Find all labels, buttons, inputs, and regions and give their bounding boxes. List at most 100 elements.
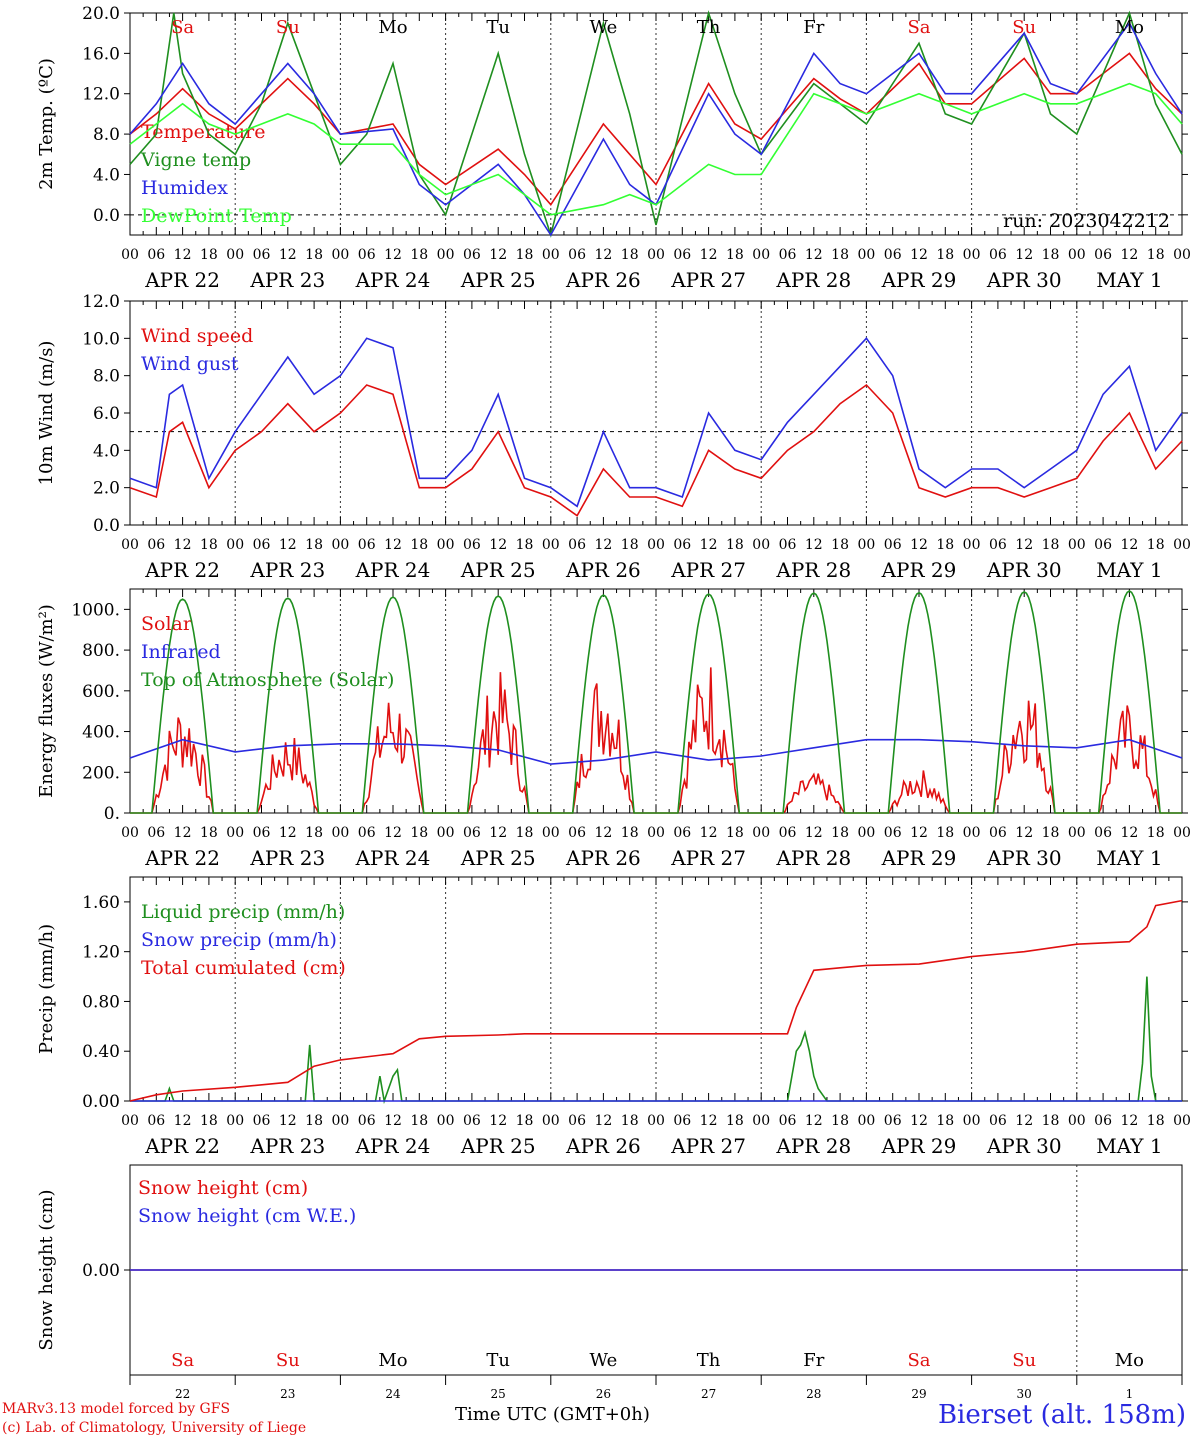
hour-label: 18 xyxy=(831,1113,849,1129)
day-name: Sa xyxy=(171,17,194,38)
hour-label: 18 xyxy=(726,1113,744,1129)
hour-label: 18 xyxy=(1147,1113,1165,1129)
hour-label: 12 xyxy=(1015,825,1033,841)
legend-label: DewPoint Temp xyxy=(141,205,292,227)
day-name: We xyxy=(590,17,618,38)
hour-label: 12 xyxy=(594,247,612,263)
date-label: APR 23 xyxy=(249,846,325,870)
hour-label: 00 xyxy=(1068,247,1086,263)
day-number: 28 xyxy=(806,1387,821,1401)
hour-label: 18 xyxy=(726,247,744,263)
hour-label: 12 xyxy=(489,537,507,553)
hour-label: 18 xyxy=(621,1113,639,1129)
hour-label: 06 xyxy=(1094,247,1112,263)
hour-label: 18 xyxy=(410,247,428,263)
hour-label: 00 xyxy=(1173,825,1191,841)
hour-label: 18 xyxy=(621,247,639,263)
series-line xyxy=(129,337,1183,508)
hour-label: 18 xyxy=(200,1113,218,1129)
hour-label: 12 xyxy=(700,247,718,263)
day-name: Su xyxy=(276,1350,300,1371)
hour-label: 00 xyxy=(857,537,875,553)
hour-label: 00 xyxy=(121,825,139,841)
hour-label: 12 xyxy=(384,247,402,263)
model-credit: MARv3.13 model forced by GFS xyxy=(2,1401,231,1417)
legend-label: Solar xyxy=(141,613,193,635)
hour-label: 12 xyxy=(174,1113,192,1129)
hour-label: 00 xyxy=(331,1113,349,1129)
hour-label: 12 xyxy=(489,247,507,263)
day-number: 22 xyxy=(175,1387,190,1401)
hour-label: 12 xyxy=(910,537,928,553)
hour-label: 00 xyxy=(647,537,665,553)
day-name: Mo xyxy=(378,1350,407,1371)
hour-label: 00 xyxy=(121,537,139,553)
day-number: 27 xyxy=(701,1387,716,1401)
hour-label: 18 xyxy=(936,247,954,263)
day-name: Fr xyxy=(803,1350,824,1371)
hour-label: 18 xyxy=(305,825,323,841)
hour-label: 18 xyxy=(305,1113,323,1129)
date-label: APR 24 xyxy=(355,846,431,870)
hour-label: 06 xyxy=(673,1113,691,1129)
hour-label: 12 xyxy=(1015,537,1033,553)
hour-label: 12 xyxy=(594,537,612,553)
legend-label: Humidex xyxy=(141,177,228,199)
y-tick-label: 0. xyxy=(104,804,120,824)
date-label: APR 30 xyxy=(986,558,1062,582)
hour-label: 06 xyxy=(253,825,271,841)
y-tick-label: 20.0 xyxy=(82,4,120,24)
hour-label: 12 xyxy=(700,1113,718,1129)
y-tick-label: 0.00 xyxy=(82,1092,120,1112)
hour-label: 00 xyxy=(1173,1113,1191,1129)
hour-label: 12 xyxy=(805,825,823,841)
y-tick-label: 1000. xyxy=(71,600,120,620)
series-line xyxy=(129,21,1183,237)
date-label: APR 28 xyxy=(775,846,851,870)
hour-label: 12 xyxy=(279,1113,297,1129)
y-tick-label: 200. xyxy=(82,763,120,783)
day-name: Sa xyxy=(171,1350,194,1371)
legend-label: Wind speed xyxy=(141,325,253,347)
lab-credit: (c) Lab. of Climatology, University of L… xyxy=(2,1420,307,1436)
hour-label: 12 xyxy=(805,1113,823,1129)
y-tick-label: 10.0 xyxy=(82,329,120,349)
hour-label: 06 xyxy=(463,1113,481,1129)
hour-label: 06 xyxy=(147,537,165,553)
hour-label: 00 xyxy=(331,825,349,841)
hour-label: 12 xyxy=(489,1113,507,1129)
hour-label: 12 xyxy=(384,1113,402,1129)
y-tick-label: 16.0 xyxy=(82,44,120,64)
date-label: APR 26 xyxy=(565,268,641,292)
legend-label: Liquid precip (mm/h) xyxy=(141,901,345,923)
legend-label: Temperature xyxy=(141,121,265,143)
hour-label: 06 xyxy=(463,825,481,841)
date-label: APR 24 xyxy=(355,268,431,292)
hour-label: 18 xyxy=(1042,247,1060,263)
hour-label: 06 xyxy=(358,825,376,841)
hour-label: 00 xyxy=(542,537,560,553)
y-axis-title: Precip (mm/h) xyxy=(36,924,57,1054)
y-tick-label: 12.0 xyxy=(82,292,120,312)
hour-label: 18 xyxy=(200,247,218,263)
date-label: APR 26 xyxy=(565,558,641,582)
hour-label: 00 xyxy=(226,247,244,263)
hour-label: 12 xyxy=(1120,1113,1138,1129)
date-label: MAY 1 xyxy=(1096,846,1162,870)
day-name: Fr xyxy=(803,17,824,38)
hour-label: 00 xyxy=(1068,825,1086,841)
hour-label: 00 xyxy=(226,1113,244,1129)
date-label: APR 25 xyxy=(460,558,536,582)
hour-label: 06 xyxy=(147,825,165,841)
hour-label: 18 xyxy=(200,537,218,553)
hour-label: 00 xyxy=(647,825,665,841)
hour-label: 18 xyxy=(726,825,744,841)
hour-label: 00 xyxy=(857,825,875,841)
hour-label: 06 xyxy=(568,825,586,841)
hour-label: 00 xyxy=(963,1113,981,1129)
hour-label: 12 xyxy=(489,825,507,841)
hour-label: 00 xyxy=(647,1113,665,1129)
date-label: APR 22 xyxy=(144,846,220,870)
hour-label: 12 xyxy=(805,247,823,263)
hour-label: 06 xyxy=(253,247,271,263)
